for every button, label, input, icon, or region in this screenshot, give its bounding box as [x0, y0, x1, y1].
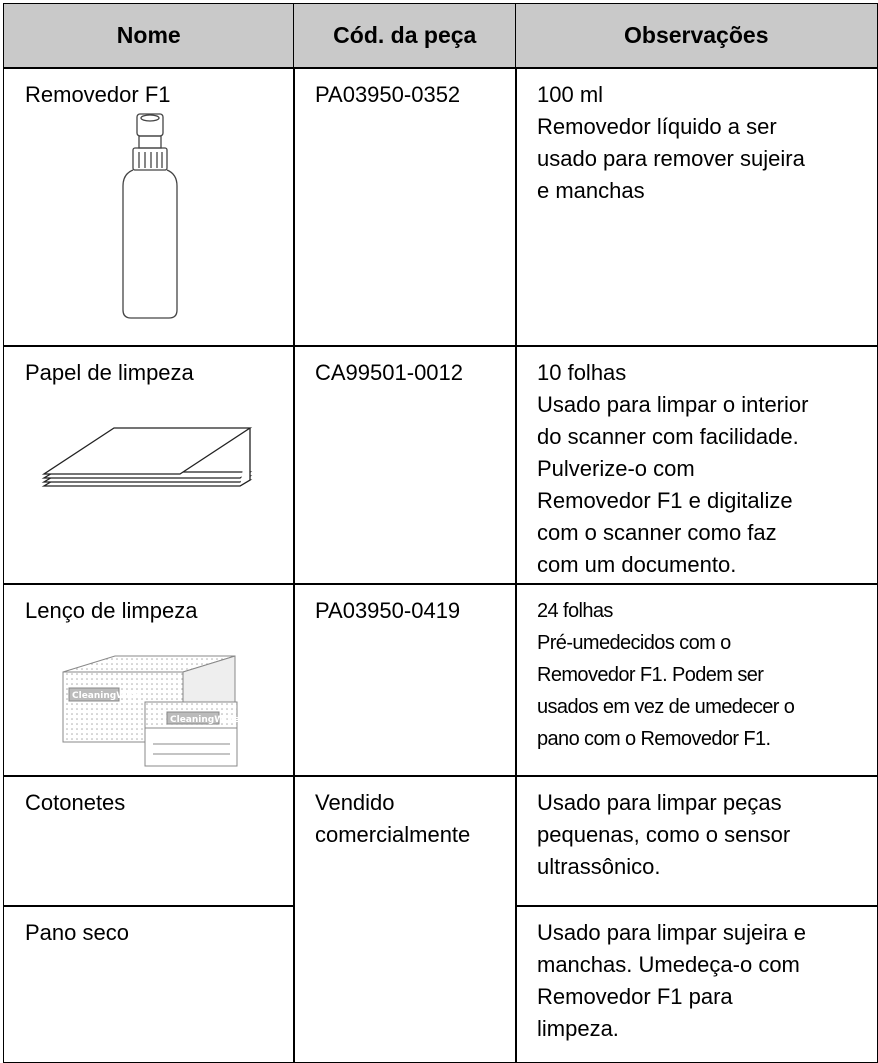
wipe-logo: CleaningWipe: [72, 691, 142, 701]
body-cell: [3, 583, 295, 777]
cell-text: Usado para limpar peças: [537, 790, 782, 815]
body-cell: [3, 345, 295, 585]
cell-text: e manchas: [537, 178, 645, 203]
cell-text: ultrassônico.: [537, 854, 661, 879]
body-cell: [515, 67, 878, 347]
header-cell: Cód. da peça: [293, 3, 517, 69]
cleaning-paper-icon: [41, 427, 253, 487]
body-cell: [3, 67, 295, 347]
cell-text: CA99501-0012: [315, 360, 464, 385]
cell-text: comercialmente: [315, 822, 471, 847]
cell-text: pequenas, como o sensor: [537, 822, 791, 847]
cell-text: pano com o Removedor F1.: [537, 728, 771, 750]
body-cell: [293, 775, 517, 1063]
cell-text: Papel de limpeza: [25, 360, 194, 385]
cell-text: Cotonetes: [25, 790, 126, 815]
header-cell: Observações: [515, 3, 878, 69]
wipe-logo: CleaningWipe: [170, 715, 240, 725]
cell-text: Removedor F1 e digitalize: [537, 488, 793, 513]
cleaning-wipe-icon: CleaningWipe CleaningWipe: [62, 655, 240, 767]
cell-text: Pano seco: [25, 920, 129, 945]
cell-text: Usado para limpar sujeira e: [537, 920, 807, 945]
cell-text: Usado para limpar o interior: [537, 392, 809, 417]
cell-text: 24 folhas: [537, 600, 613, 622]
body-cell: [3, 775, 295, 907]
body-cell: [293, 67, 517, 347]
cell-text: Vendido: [315, 790, 395, 815]
cell-text: usado para remover sujeira: [537, 146, 805, 171]
cell-text: limpeza.: [537, 1016, 619, 1041]
cell-text: Removedor F1: [25, 82, 171, 107]
cell-text: Pulverize-o com: [537, 456, 695, 481]
cell-text: do scanner com facilidade.: [537, 424, 799, 449]
cell-text: 100 ml: [537, 82, 604, 107]
body-cell: [515, 775, 878, 907]
cell-text: manchas. Umedeça-o com: [537, 952, 800, 977]
body-cell: [515, 345, 878, 585]
body-cell: [515, 905, 878, 1063]
cell-text: usados em vez de umedecer o: [537, 696, 795, 718]
cell-text: 10 folhas: [537, 360, 627, 385]
cell-text: Pré-umedecidos com o: [537, 632, 731, 654]
body-cell: [3, 905, 295, 1063]
cell-text: Removedor F1. Podem ser: [537, 664, 764, 686]
body-cell: [293, 583, 517, 777]
spray-bottle-icon: [122, 113, 178, 319]
body-cell: [293, 345, 517, 585]
cell-text: Lenço de limpeza: [25, 598, 198, 623]
cell-text: Removedor líquido a ser: [537, 114, 777, 139]
cell-text: PA03950-0352: [315, 82, 461, 107]
cell-text: com o scanner como faz: [537, 520, 777, 545]
header-cell: Nome: [3, 3, 295, 69]
cell-text: com um documento.: [537, 552, 737, 577]
body-cell: [515, 583, 878, 777]
cell-text: PA03950-0419: [315, 598, 461, 623]
cell-text: Removedor F1 para: [537, 984, 733, 1009]
